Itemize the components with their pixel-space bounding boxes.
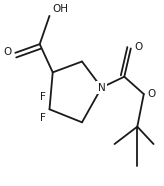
Text: N: N bbox=[98, 83, 105, 93]
Text: O: O bbox=[134, 42, 142, 52]
Text: O: O bbox=[3, 47, 11, 57]
Text: OH: OH bbox=[53, 4, 69, 14]
Text: F: F bbox=[40, 113, 45, 124]
Text: F: F bbox=[40, 92, 45, 102]
Text: O: O bbox=[147, 89, 155, 99]
